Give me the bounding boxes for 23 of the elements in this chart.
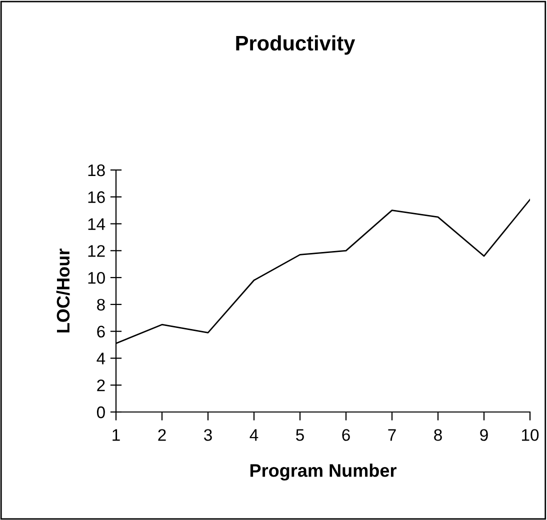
y-tick-label: 18 — [88, 164, 105, 176]
x-tick-label: 9 — [480, 429, 488, 441]
x-tick-label: 2 — [158, 429, 166, 441]
y-tick-label: 4 — [96, 352, 106, 364]
y-tick-label: 16 — [88, 191, 105, 204]
x-tick-label: 10 — [522, 429, 539, 441]
x-tick-label: 4 — [250, 429, 258, 441]
chart-title: Productivity — [236, 35, 356, 55]
x-tick-label: 8 — [434, 429, 442, 441]
x-tick-label: 7 — [388, 429, 396, 441]
x-axis-title: Program Number — [250, 464, 396, 481]
x-tick-label: 3 — [204, 429, 212, 441]
y-tick-label: 6 — [97, 326, 105, 338]
y-tick-label: 14 — [88, 218, 106, 230]
y-tick-label: 10 — [88, 272, 105, 284]
y-tick-label: 8 — [97, 298, 105, 311]
y-tick-label: 12 — [88, 245, 105, 257]
y-tick-label: 2 — [97, 380, 105, 392]
y-axis-title: LOC/Hour — [56, 248, 70, 332]
x-tick-label: 5 — [296, 429, 304, 441]
x-tick-label: 1 — [112, 429, 120, 441]
x-tick-label: 6 — [342, 429, 350, 441]
y-tick-label: 0 — [96, 406, 105, 418]
